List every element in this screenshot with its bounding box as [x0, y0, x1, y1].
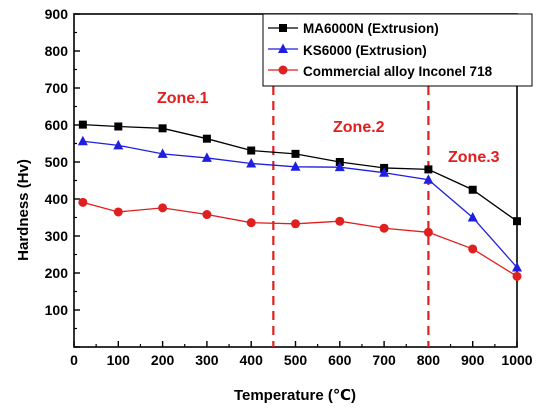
data-point-1 [201, 152, 212, 162]
data-point-0 [513, 217, 521, 226]
axes: 0 100 200 300 400 500 600 700 800 900 1000 100 200 30… [45, 6, 533, 368]
x-axis-title: Temperature (℃) [234, 387, 356, 404]
x-tick-label: 300 [195, 352, 219, 368]
data-point-1 [113, 139, 124, 150]
data-point-2 [78, 197, 88, 207]
legend: MA6000N (Extrusion) KS6000 (Extrusion) C… [262, 13, 533, 87]
series-line-2 [82, 201, 518, 277]
y-tick-label: 400 [45, 191, 69, 207]
y-tick-label: 500 [45, 154, 69, 170]
data-point-2 [379, 223, 389, 233]
data-point-1 [512, 261, 522, 272]
legend-entry-inconel718: Commercial alloy Inconel 718 [303, 64, 493, 79]
x-tick-label: 900 [461, 352, 485, 368]
data-point-1 [290, 161, 301, 171]
y-tick-label: 600 [45, 117, 69, 133]
zone-dividers [272, 86, 430, 347]
data-point-0 [424, 165, 433, 174]
x-tick-label: 400 [240, 352, 264, 368]
x-tick-label: 1000 [501, 352, 532, 368]
data-point-0 [291, 149, 300, 158]
y-tick-label: 800 [45, 43, 69, 59]
zone-2-label: Zone.2 [333, 119, 385, 136]
series-layer [77, 120, 522, 281]
zone-1-label: Zone.1 [157, 90, 209, 107]
x-tick-label: 200 [151, 352, 175, 368]
legend-marker-2 [278, 65, 288, 75]
data-point-2 [113, 207, 123, 217]
y-tick-label: 900 [45, 6, 69, 22]
zone-3-label: Zone.3 [448, 149, 500, 166]
data-point-0 [468, 185, 477, 194]
zone-annotations: Zone.1 Zone.2 Zone.3 [157, 90, 500, 166]
data-point-0 [78, 120, 87, 129]
data-point-2 [423, 227, 433, 237]
y-tick-label: 200 [45, 265, 69, 281]
data-point-1 [423, 174, 434, 184]
data-point-1 [379, 167, 390, 177]
legend-entry-ks6000: KS6000 (Extrusion) [303, 43, 427, 58]
data-point-0 [202, 134, 211, 143]
legend-entry-ma6000n: MA6000N (Extrusion) [303, 21, 439, 36]
y-tick-label: 300 [45, 228, 69, 244]
series-line-0 [82, 123, 518, 222]
data-point-2 [202, 210, 212, 220]
data-point-2 [512, 271, 522, 281]
data-point-2 [335, 216, 345, 226]
x-tick-label: 100 [107, 352, 131, 368]
data-point-0 [114, 122, 123, 131]
data-point-1 [157, 148, 168, 158]
x-tick-label: 800 [417, 352, 441, 368]
data-point-1 [77, 135, 88, 146]
y-axis-title: Hardness (Hv) [15, 159, 32, 261]
x-tick-label: 700 [372, 352, 396, 368]
data-point-2 [158, 203, 168, 213]
data-point-2 [291, 219, 300, 229]
x-tick-label: 500 [284, 352, 308, 368]
data-point-1 [334, 161, 345, 172]
data-point-1 [246, 157, 257, 168]
y-tick-label: 100 [45, 302, 69, 318]
data-point-0 [158, 124, 167, 133]
legend-box [262, 13, 533, 87]
data-point-2 [468, 244, 478, 254]
x-tick-label: 600 [328, 352, 352, 368]
data-point-1 [467, 212, 478, 222]
y-tick-label: 700 [45, 80, 69, 96]
data-point-0 [247, 146, 256, 155]
legend-marker-1 [278, 43, 288, 53]
x-tick-label: 0 [70, 352, 78, 368]
legend-marker-0 [279, 24, 287, 32]
data-point-2 [246, 218, 256, 228]
